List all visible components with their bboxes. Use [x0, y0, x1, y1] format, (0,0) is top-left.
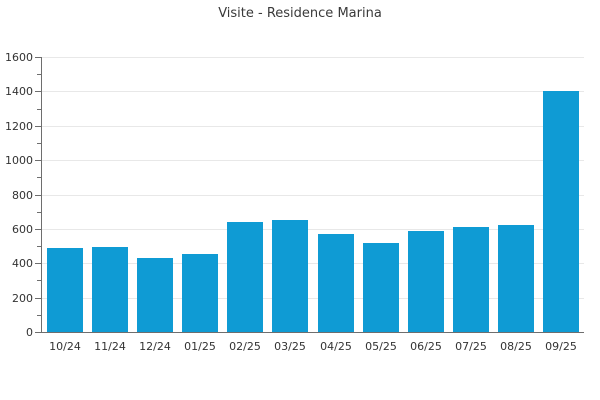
bar-11/24[interactable] — [92, 247, 128, 332]
x-axis-tick-label: 12/24 — [139, 340, 171, 353]
gridline-y-800 — [42, 195, 584, 196]
x-axis-tick-label: 10/24 — [49, 340, 81, 353]
y-axis-tick-label: 600 — [12, 223, 33, 236]
y-axis-major-tick — [35, 57, 41, 58]
x-axis-tick-label: 07/25 — [455, 340, 487, 353]
bar-01/25[interactable] — [182, 254, 218, 332]
y-axis-tick-label: 1200 — [5, 120, 33, 133]
y-axis-tick-label: 1000 — [5, 154, 33, 167]
plot-area: 0 200 400 600 800 1000 1200 1400 1600 10/24 11/24 1… — [5, 52, 584, 353]
bar-09/25[interactable] — [543, 91, 579, 332]
y-axis-tick-label: 800 — [12, 189, 33, 202]
bar-07/25[interactable] — [453, 227, 489, 332]
y-axis-major-tick — [35, 91, 41, 92]
y-axis-major-tick — [35, 195, 41, 196]
y-axis-major-tick — [35, 332, 41, 333]
x-axis-tick-label: 05/25 — [365, 340, 397, 353]
bar-10/24[interactable] — [47, 248, 83, 332]
x-axis-tick-label: 11/24 — [94, 340, 126, 353]
bar-06/25[interactable] — [408, 231, 444, 332]
y-axis-minor-tick — [37, 212, 41, 213]
y-axis-major-tick — [35, 263, 41, 264]
gridline-y-600 — [42, 229, 584, 230]
y-axis-tick-label: 200 — [12, 292, 33, 305]
y-axis-tick-label: 1600 — [5, 51, 33, 64]
y-axis-major-tick — [35, 298, 41, 299]
x-axis-tick-label: 08/25 — [500, 340, 532, 353]
y-axis-major-tick — [35, 160, 41, 161]
y-axis-major-tick — [35, 229, 41, 230]
y-axis-minor-tick — [37, 109, 41, 110]
bar-03/25[interactable] — [272, 220, 308, 332]
y-axis-minor-tick — [37, 315, 41, 316]
chart-title: Visite - Residence Marina — [218, 6, 382, 21]
y-axis-minor-tick — [37, 177, 41, 178]
y-axis-minor-tick — [37, 143, 41, 144]
gridline-y-1600 — [42, 57, 584, 58]
bar-05/25[interactable] — [363, 243, 399, 332]
gridline-y-200 — [42, 298, 584, 299]
bar-08/25[interactable] — [498, 225, 534, 332]
y-axis-tick-label: 1400 — [5, 85, 33, 98]
gridline-y-400 — [42, 263, 584, 264]
y-axis-tick-label: 400 — [12, 257, 33, 270]
x-axis-tick-label: 09/25 — [545, 340, 577, 353]
bar-12/24[interactable] — [137, 258, 173, 332]
x-axis-tick-label: 06/25 — [410, 340, 442, 353]
gridline-y-1400 — [42, 91, 584, 92]
x-axis-tick-label: 03/25 — [274, 340, 306, 353]
gridline-y-1200 — [42, 126, 584, 127]
y-axis-minor-tick — [37, 280, 41, 281]
y-axis-minor-tick — [37, 74, 41, 75]
y-axis-minor-tick — [37, 246, 41, 247]
bar-04/25[interactable] — [318, 234, 354, 332]
gridline-y-1000 — [42, 160, 584, 161]
x-axis-tick-label: 04/25 — [320, 340, 352, 353]
y-axis-tick-label: 0 — [26, 326, 33, 339]
x-axis-tick-label: 02/25 — [229, 340, 261, 353]
x-axis-tick-label: 01/25 — [184, 340, 216, 353]
y-axis-major-tick — [35, 126, 41, 127]
bar-02/25[interactable] — [227, 222, 263, 332]
